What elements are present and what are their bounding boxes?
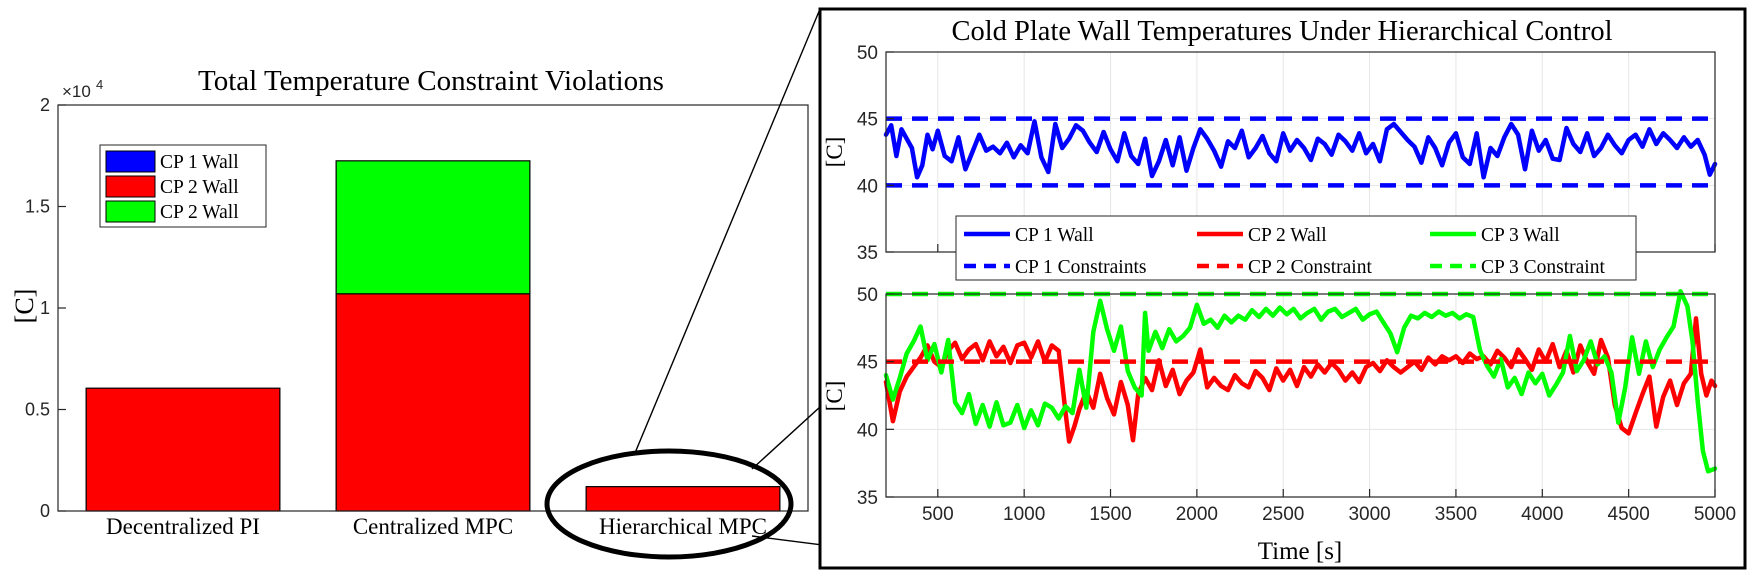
bar-segment: [335, 293, 531, 512]
y-tick-label: 1.5: [25, 197, 50, 217]
legend-label: CP 2 Constraint: [1248, 257, 1372, 278]
bar-marks: [85, 160, 781, 512]
y-tick-label: 40: [857, 420, 878, 441]
series-line: [883, 316, 1718, 444]
y-tick-label: 35: [857, 243, 878, 264]
legend-label: CP 3 Wall: [1481, 225, 1560, 246]
bar-chart: Total Temperature Constraint Violations …: [10, 65, 809, 539]
bar-segment: [585, 486, 781, 512]
y-tick-label: 40: [857, 176, 878, 197]
bottom-y-tick-labels: 35 40 45 50: [857, 285, 894, 509]
legend-label: CP 1 Constraints: [1015, 257, 1146, 278]
x-tick-label: 2500: [1262, 504, 1304, 525]
bar-chart-title: Total Temperature Constraint Violations: [198, 65, 664, 97]
x-tick-labels: Decentralized PI Centralized MPC Hierarchi…: [106, 514, 767, 539]
y-tick-label: 0.5: [25, 400, 50, 420]
line-chart-xlabel: Time [s]: [1258, 538, 1343, 565]
y-tick-label: 0: [40, 501, 50, 521]
y-exponent-power: 4: [96, 77, 103, 92]
y-tick-label: 50: [857, 43, 878, 64]
y-tick-label: 35: [857, 488, 878, 509]
legend-label: CP 2 Wall: [160, 177, 239, 198]
legend-swatch: [105, 150, 156, 173]
y-tick-label: 50: [857, 285, 878, 306]
x-tick-label: Hierarchical MPC: [599, 514, 767, 539]
zoom-line-top: [634, 8, 821, 454]
line-legend-box: [955, 215, 1637, 281]
legend-label: CP 2 Wall: [1248, 225, 1327, 246]
line-chart-frame: [818, 7, 1747, 570]
bar-chart-ylabel: [C]: [10, 289, 39, 324]
x-tick-label: 4000: [1521, 504, 1563, 525]
x-tick-label: Centralized MPC: [353, 514, 513, 539]
series-line: [883, 289, 1718, 474]
legend-label: CP 2 Wall: [160, 202, 239, 223]
series-line: [883, 119, 1718, 180]
x-tick-label: Decentralized PI: [106, 514, 260, 539]
bottom-panel-frame: [885, 293, 1716, 498]
bar-segment: [85, 387, 281, 512]
legend-label: CP 3 Constraint: [1481, 257, 1605, 278]
legend-label: CP 1 Wall: [160, 152, 239, 173]
legend-swatch: [105, 200, 156, 223]
y-tick-labels: 0 0.5 1 1.5 2: [25, 95, 66, 521]
bar-segment: [335, 160, 531, 295]
top-y-tick-labels: 35 40 45 50: [857, 43, 894, 264]
x-tick-labels: 500 1000 1500 2000 2500 3000 3500 4000 4500 5000: [922, 244, 1736, 525]
y-tick-label: 1: [40, 298, 50, 318]
x-tick-label: 5000: [1694, 504, 1736, 525]
x-tick-label: 3500: [1435, 504, 1477, 525]
x-tick-label: 1000: [1003, 504, 1045, 525]
x-tick-label: 2000: [1176, 504, 1218, 525]
y-exponent-base: ×10: [62, 82, 91, 101]
x-tick-label: 1500: [1089, 504, 1131, 525]
bar-legend: CP 1 Wall CP 2 Wall CP 2 Wall: [99, 144, 267, 228]
top-panel-marks: [883, 116, 1718, 188]
line-chart: Cold Plate Wall Temperatures Under Hiera…: [818, 7, 1747, 570]
x-tick-label: 3000: [1348, 504, 1390, 525]
legend-label: CP 1 Wall: [1015, 225, 1094, 246]
y-tick-label: 45: [857, 353, 878, 374]
line-chart-title: Cold Plate Wall Temperatures Under Hiera…: [951, 16, 1612, 47]
top-panel-ylabel: [C]: [822, 137, 847, 168]
bar-plot-frame: [57, 104, 809, 512]
x-tick-label: 500: [922, 504, 954, 525]
x-tick-label: 4500: [1608, 504, 1650, 525]
line-legend: CP 1 Wall CP 2 Wall CP 3 Wall CP 1 Constrai…: [955, 215, 1637, 281]
legend-swatch: [105, 175, 156, 198]
y-tick-label: 45: [857, 110, 878, 131]
zoom-ellipse: [544, 448, 794, 560]
y-tick-label: 2: [40, 95, 50, 115]
bottom-panel-ylabel: [C]: [822, 381, 847, 412]
